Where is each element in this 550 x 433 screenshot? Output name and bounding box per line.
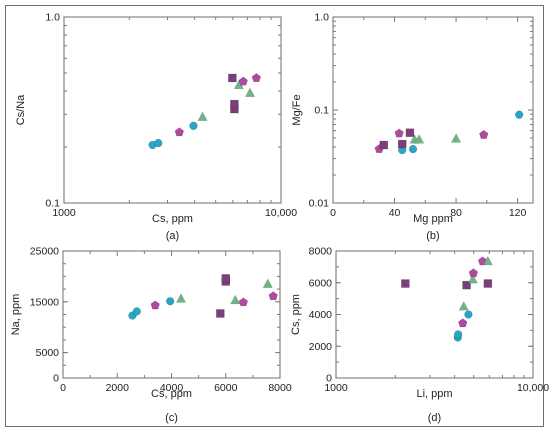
data-point-pentagon <box>150 300 160 310</box>
plot-area-a <box>63 16 282 204</box>
x-tick-label: 1000 <box>52 207 76 219</box>
data-point-triangle <box>197 111 208 121</box>
plot-area-c <box>62 250 281 379</box>
plot-area-d <box>335 250 534 379</box>
panel-label: (a) <box>166 230 179 242</box>
data-point-pentagon <box>479 129 489 139</box>
data-point-circle <box>189 121 198 130</box>
x-axis-label: Cs, ppm <box>151 388 192 400</box>
data-point-square <box>405 128 415 137</box>
data-point-pentagon <box>468 268 479 278</box>
y-tick-label: 4000 <box>309 309 333 321</box>
y-tick-label: 6000 <box>309 277 333 289</box>
data-point-pentagon <box>458 318 468 328</box>
data-point-circle <box>515 110 524 119</box>
data-point-pentagon <box>174 127 185 137</box>
data-point-circle <box>408 144 418 154</box>
data-point-circle <box>132 307 141 316</box>
data-point-square <box>216 309 225 318</box>
y-tick-label: 0.1 <box>45 198 60 210</box>
panel-label: (b) <box>426 230 439 242</box>
x-tick-label: 80 <box>450 207 462 219</box>
y-tick-label: 0 <box>53 373 59 385</box>
x-tick-label: 8000 <box>268 382 292 394</box>
y-tick-label: 2000 <box>309 341 333 353</box>
x-tick-label: 10,000 <box>517 382 549 394</box>
data-point-circle <box>165 297 175 306</box>
data-point-square <box>397 139 407 149</box>
y-tick-label: 5000 <box>36 347 60 359</box>
data-point-pentagon <box>251 73 262 82</box>
y-axis-label: Na, ppm <box>10 294 22 336</box>
y-axis-label: Cs, ppm <box>290 294 302 335</box>
panel-label: (c) <box>165 412 178 424</box>
data-point-pentagon <box>394 128 404 138</box>
x-tick-label: 2000 <box>106 382 130 394</box>
data-point-square <box>401 279 410 288</box>
x-tick-label: 0 <box>330 207 336 219</box>
data-point-circle <box>464 310 473 319</box>
x-tick-label: 0 <box>60 382 66 394</box>
x-tick-label: 6000 <box>214 382 238 394</box>
x-tick-label: 4000 <box>160 382 184 394</box>
data-point-triangle <box>262 278 273 288</box>
data-point-pentagon <box>238 297 249 307</box>
x-axis-label: Li, ppm <box>416 388 452 400</box>
panel-label: (d) <box>428 412 441 424</box>
x-tick-label: 10,000 <box>265 207 297 219</box>
data-point-pentagon <box>238 76 248 86</box>
data-point-triangle <box>230 294 241 305</box>
y-tick-label: 25000 <box>30 246 59 258</box>
data-point-circle <box>454 330 463 339</box>
data-point-triangle <box>414 134 425 144</box>
x-tick-label: 1000 <box>324 382 348 394</box>
data-point-triangle <box>175 293 187 303</box>
y-tick-label: 1.0 <box>314 12 329 24</box>
data-point-triangle <box>467 274 478 284</box>
data-point-triangle <box>482 255 493 266</box>
x-axis-label: Cs, ppm <box>152 213 193 225</box>
data-point-triangle <box>458 301 469 311</box>
data-point-circle <box>154 138 163 148</box>
data-point-square <box>462 280 471 290</box>
x-tick-label: 120 <box>509 207 527 219</box>
data-point-square <box>483 279 493 288</box>
y-axis-label: Cs/Na <box>15 94 27 125</box>
figure-frame <box>5 5 544 427</box>
x-axis-label: Mg ppm <box>413 213 453 225</box>
data-point-triangle <box>245 87 256 97</box>
y-tick-label: 0.01 <box>309 198 330 210</box>
x-tick-label: 40 <box>389 207 401 219</box>
data-point-square <box>230 99 239 109</box>
data-point-square <box>228 73 237 83</box>
plot-area-b <box>332 16 534 204</box>
y-axis-label: Mg/Fe <box>291 94 303 125</box>
data-point-triangle <box>451 133 462 143</box>
y-tick-label: 0 <box>326 373 332 385</box>
y-tick-label: 8000 <box>309 246 333 258</box>
y-tick-label: 15000 <box>30 296 59 308</box>
y-tick-label: 0.1 <box>314 105 329 117</box>
data-point-square <box>221 274 230 283</box>
y-tick-label: 1.0 <box>45 12 60 24</box>
data-point-square <box>379 140 389 150</box>
data-point-pentagon <box>268 291 278 301</box>
